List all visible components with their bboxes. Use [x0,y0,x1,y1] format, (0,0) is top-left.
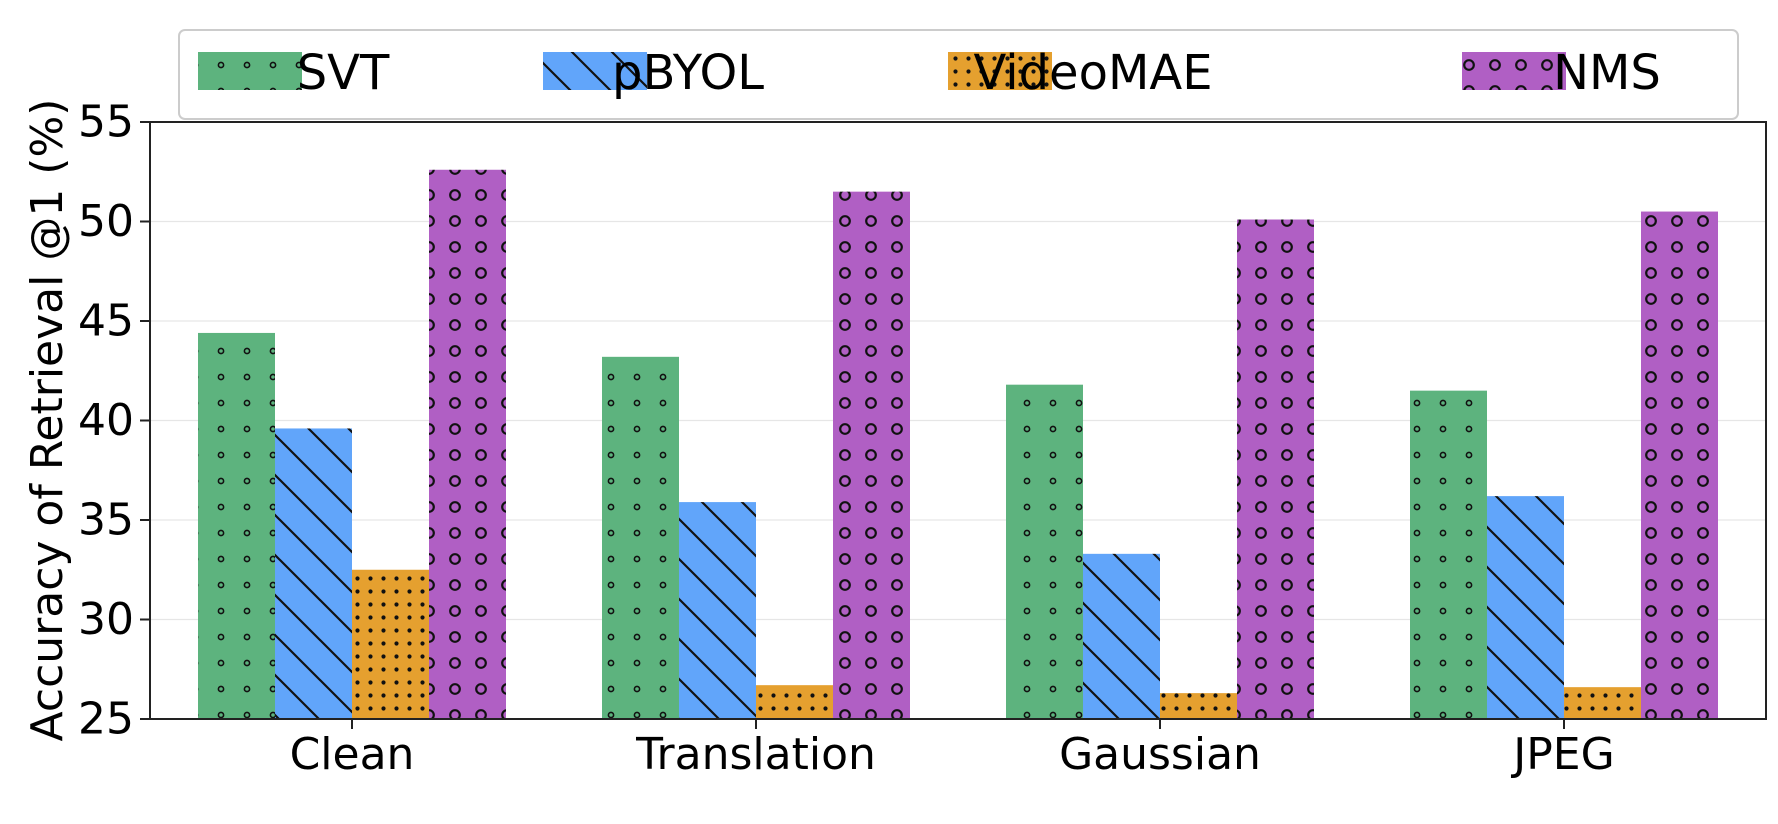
y-tick-label: 35 [78,495,134,546]
legend-swatch-videomae [948,52,1052,90]
legend-swatch-nms [1462,52,1566,90]
bar-videomae-jpeg [1564,687,1641,719]
bar-svt-jpeg [1410,390,1487,719]
x-axis-ticks: Clean Translation Gaussian JPEG [290,719,1615,780]
bar-pbyol-jpeg [1487,496,1564,719]
y-tick-label: 45 [78,296,134,347]
bar-videomae-clean [352,569,429,719]
legend: SVT pBYOL VideoMAE NMS [178,29,1739,120]
bar-pbyol-translation [679,502,756,719]
y-axis-title: Accuracy of Retrieval @1 (%) [22,99,73,742]
bar-svt-translation [602,356,679,719]
bar-nms-clean [429,169,506,719]
legend-swatch-svt [198,52,302,90]
bar-videomae-gaussian [1160,693,1237,719]
legend-label-nms: NMS [1553,45,1661,101]
y-tick-label: 55 [78,97,134,148]
x-tick-label: Translation [635,729,876,780]
x-tick-label: Clean [290,729,415,780]
legend-label-svt: SVT [297,45,390,101]
y-tick-label: 50 [78,196,134,247]
y-tick-label: 40 [78,395,134,446]
y-tick-label: 30 [78,594,134,645]
y-axis-ticks: 25 30 35 40 45 50 55 [78,97,150,745]
bar-nms-jpeg [1641,211,1718,720]
bar-nms-gaussian [1237,219,1314,719]
legend-swatch-pbyol [543,52,647,90]
bar-videomae-translation [756,685,833,719]
x-tick-label: Gaussian [1059,729,1261,780]
legend-label-videomae: VideoMAE [973,45,1212,101]
bar-svt-gaussian [1006,384,1083,719]
bar-nms-translation [833,191,910,719]
bar-pbyol-clean [275,428,352,719]
bar-pbyol-gaussian [1083,553,1160,719]
x-tick-label: JPEG [1510,729,1614,780]
bar-svt-clean [198,332,275,719]
bars [198,169,1718,720]
y-tick-label: 25 [78,694,134,745]
legend-label-pbyol: pBYOL [612,45,764,101]
